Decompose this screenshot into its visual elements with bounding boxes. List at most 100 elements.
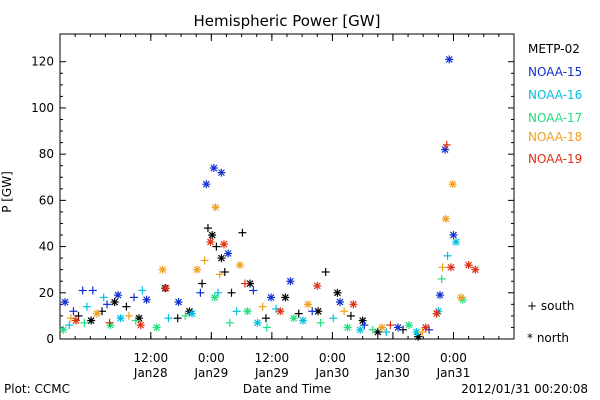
- point-noaa-16-south: [214, 288, 223, 297]
- point-noaa-16-north: [187, 309, 196, 318]
- point-noaa-15-south: [308, 307, 317, 316]
- point-metp-02-south: [346, 311, 355, 320]
- point-noaa-17-south: [437, 274, 446, 283]
- point-noaa-17-south: [368, 325, 377, 334]
- point-metp-02-south: [122, 302, 131, 311]
- point-noaa-16-north: [412, 328, 421, 337]
- point-noaa-19-north: [421, 323, 430, 332]
- x-axis: 12:00Jan280:00Jan2912:00Jan290:00Jan3012…: [74, 34, 500, 380]
- point-noaa-16-south: [99, 293, 108, 302]
- point-noaa-16-south: [138, 286, 147, 295]
- point-noaa-15-north: [174, 298, 183, 307]
- point-noaa-18-north: [235, 261, 244, 270]
- x-tick-label-time: 0:00: [319, 351, 346, 365]
- legend-noaa-18: NOAA-18: [528, 130, 583, 144]
- point-noaa-15-south: [69, 307, 78, 316]
- point-metp-02-south: [321, 267, 330, 276]
- point-noaa-18-south: [200, 256, 209, 265]
- point-noaa-16-north: [253, 318, 262, 327]
- point-noaa-17-south: [131, 316, 140, 325]
- point-noaa-18-north: [378, 323, 387, 332]
- point-metp-02-south: [238, 228, 247, 237]
- y-axis-label: P [GW]: [0, 171, 14, 213]
- point-noaa-17-south: [181, 311, 190, 320]
- point-noaa-18-north: [92, 309, 101, 318]
- point-noaa-17-south: [80, 318, 89, 327]
- point-noaa-19-north: [349, 300, 358, 309]
- point-noaa-18-south: [215, 270, 224, 279]
- point-noaa-15-south: [88, 286, 97, 295]
- point-noaa-16-south: [232, 307, 241, 316]
- point-noaa-19-north: [313, 281, 322, 290]
- point-noaa-17-north: [289, 314, 298, 323]
- point-noaa-19-north: [136, 321, 145, 330]
- point-noaa-15-north: [202, 180, 211, 189]
- point-noaa-19-north: [471, 265, 480, 274]
- point-noaa-17-south: [316, 318, 325, 327]
- data-points: [59, 55, 480, 341]
- x-tick-label-time: 12:00: [376, 351, 411, 365]
- point-noaa-19-north: [206, 237, 215, 246]
- point-noaa-19-north: [432, 309, 441, 318]
- point-noaa-16-south: [65, 321, 74, 330]
- x-tick-label-time: 0:00: [198, 351, 225, 365]
- point-noaa-18-north: [211, 203, 220, 212]
- point-metp-02-south: [294, 309, 303, 318]
- point-noaa-18-south: [438, 263, 447, 272]
- point-noaa-16-north: [356, 325, 365, 334]
- x-tick-label-date: Jan31: [436, 366, 471, 380]
- point-noaa-17-north: [59, 325, 68, 334]
- y-tick-label: 0: [46, 332, 54, 346]
- point-noaa-19-south: [442, 140, 451, 149]
- point-noaa-19-south: [105, 318, 114, 327]
- x-tick-label-date: Jan29: [254, 366, 289, 380]
- point-noaa-18-north: [457, 293, 466, 302]
- point-noaa-17-north: [343, 323, 352, 332]
- point-noaa-15-north: [449, 231, 458, 240]
- point-noaa-15-north: [286, 277, 295, 286]
- point-noaa-19-north: [71, 316, 80, 325]
- point-metp-02-north: [281, 293, 290, 302]
- point-noaa-15-north: [114, 291, 123, 300]
- point-noaa-19-south: [386, 321, 395, 330]
- point-noaa-15-north: [441, 145, 450, 154]
- point-noaa-15-south: [360, 321, 369, 330]
- point-noaa-16-south: [443, 251, 452, 260]
- point-noaa-15-north: [224, 249, 233, 258]
- legend-north-marker: * north: [527, 331, 570, 345]
- point-metp-02-north: [87, 316, 96, 325]
- x-tick-label-time: 0:00: [440, 351, 467, 365]
- point-noaa-17-south: [225, 318, 234, 327]
- point-noaa-16-south: [82, 302, 91, 311]
- point-noaa-15-north: [436, 291, 445, 300]
- point-noaa-15-north: [393, 323, 402, 332]
- point-noaa-18-south: [418, 328, 427, 337]
- point-noaa-15-north: [217, 168, 226, 177]
- y-tick-label: 80: [39, 147, 54, 161]
- point-metp-02-south: [261, 314, 270, 323]
- point-noaa-15-south: [103, 300, 112, 309]
- point-noaa-15-north: [267, 293, 276, 302]
- y-tick-label: 20: [39, 286, 54, 300]
- point-noaa-18-north: [304, 300, 313, 309]
- plot-frame: [59, 33, 515, 340]
- point-noaa-17-north: [152, 323, 161, 332]
- chart-title: Hemispheric Power [GW]: [193, 12, 381, 30]
- point-noaa-16-north: [116, 314, 125, 323]
- legend-metp-02: METP-02: [528, 42, 580, 56]
- point-noaa-18-south: [340, 307, 349, 316]
- y-tick-label: 60: [39, 193, 54, 207]
- point-noaa-17-south: [262, 323, 271, 332]
- point-metp-02-north: [358, 316, 367, 325]
- point-noaa-19-north: [219, 240, 228, 249]
- legend-noaa-16: NOAA-16: [528, 88, 583, 102]
- point-noaa-16-north: [298, 316, 307, 325]
- x-tick-label-date: Jan30: [315, 366, 350, 380]
- legend-south-marker: + south: [527, 299, 575, 313]
- point-noaa-18-south: [258, 302, 267, 311]
- point-metp-02-north: [208, 231, 217, 240]
- point-noaa-15-north: [445, 55, 454, 64]
- x-axis-label: Date and Time: [242, 382, 332, 396]
- legend-noaa-15: NOAA-15: [528, 65, 583, 79]
